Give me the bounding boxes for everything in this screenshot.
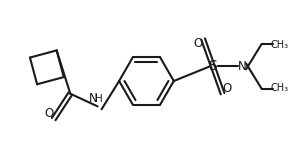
Text: S: S <box>209 59 217 73</box>
Text: O: O <box>223 82 232 95</box>
Text: O: O <box>44 107 54 120</box>
Text: H: H <box>95 94 103 104</box>
Text: N: N <box>89 92 98 105</box>
Text: CH₃: CH₃ <box>270 83 288 93</box>
Text: O: O <box>194 37 203 50</box>
Text: N: N <box>238 60 247 73</box>
Text: CH₃: CH₃ <box>270 40 288 50</box>
